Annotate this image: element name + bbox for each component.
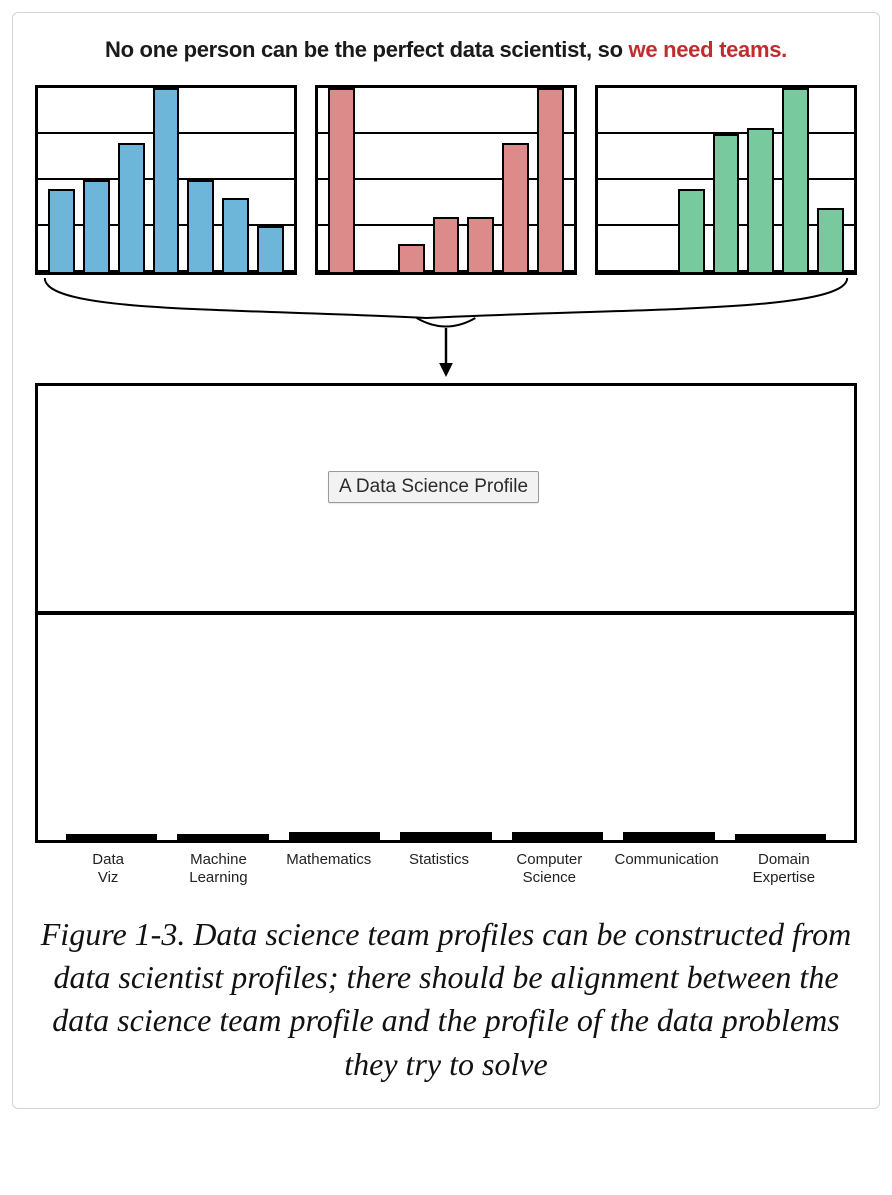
chart-tooltip: A Data Science Profile (328, 471, 539, 503)
mini-bar (222, 198, 249, 272)
mini-chart-1 (315, 85, 577, 275)
mini-bar (153, 88, 180, 272)
mini-bar (118, 143, 145, 272)
category-label: Mathematics (284, 851, 374, 887)
bar-segment-blue (623, 836, 714, 840)
bar-segment-blue (289, 836, 380, 840)
stacked-bar (66, 834, 157, 840)
figure-title: No one person can be the perfect data sc… (35, 37, 857, 63)
bar-segment-blue (735, 836, 826, 840)
mini-chart-2 (595, 85, 857, 275)
stacked-bar (177, 834, 268, 840)
mini-bar (257, 226, 284, 272)
category-labels: DataViz MachineLearning Mathematics Statist… (35, 843, 857, 887)
main-stacked-chart: A Data Science Profile (35, 383, 857, 843)
mini-bar (678, 189, 705, 272)
stacked-bar (400, 832, 491, 840)
category-label: Communication (614, 851, 718, 887)
category-label: DataViz (63, 851, 153, 887)
figure-caption: Figure 1-3. Data science team profiles c… (35, 913, 857, 1086)
main-chart-bars (38, 386, 854, 840)
mini-bar (433, 217, 460, 272)
title-main: No one person can be the perfect data sc… (105, 37, 629, 62)
mini-bar (747, 128, 774, 272)
mini-bar (328, 88, 355, 272)
bar-segment-blue (512, 836, 603, 840)
category-label: ComputerScience (504, 851, 594, 887)
bar-segment-blue (400, 836, 491, 840)
mini-chart-0 (35, 85, 297, 275)
mini-bar (48, 189, 75, 272)
category-label: MachineLearning (173, 851, 263, 887)
stacked-bar (623, 832, 714, 840)
category-label: Statistics (394, 851, 484, 887)
figure-frame: No one person can be the perfect data sc… (12, 12, 880, 1109)
mini-bar (398, 244, 425, 272)
stacked-bar (735, 834, 826, 840)
mini-bar (187, 180, 214, 272)
mini-bar (713, 134, 740, 272)
mini-bar (467, 217, 494, 272)
mini-bar (83, 180, 110, 272)
category-label: DomainExpertise (739, 851, 829, 887)
mini-bar (537, 88, 564, 272)
stacked-bar (289, 832, 380, 840)
bar-segment-blue (177, 836, 268, 840)
bar-segment-blue (66, 836, 157, 840)
combining-brace (35, 273, 857, 383)
mini-charts-row (35, 85, 857, 275)
mini-bar (502, 143, 529, 272)
mini-bar (782, 88, 809, 272)
title-emphasis: we need teams. (629, 37, 787, 62)
stacked-bar (512, 832, 603, 840)
mini-bar (817, 208, 844, 272)
